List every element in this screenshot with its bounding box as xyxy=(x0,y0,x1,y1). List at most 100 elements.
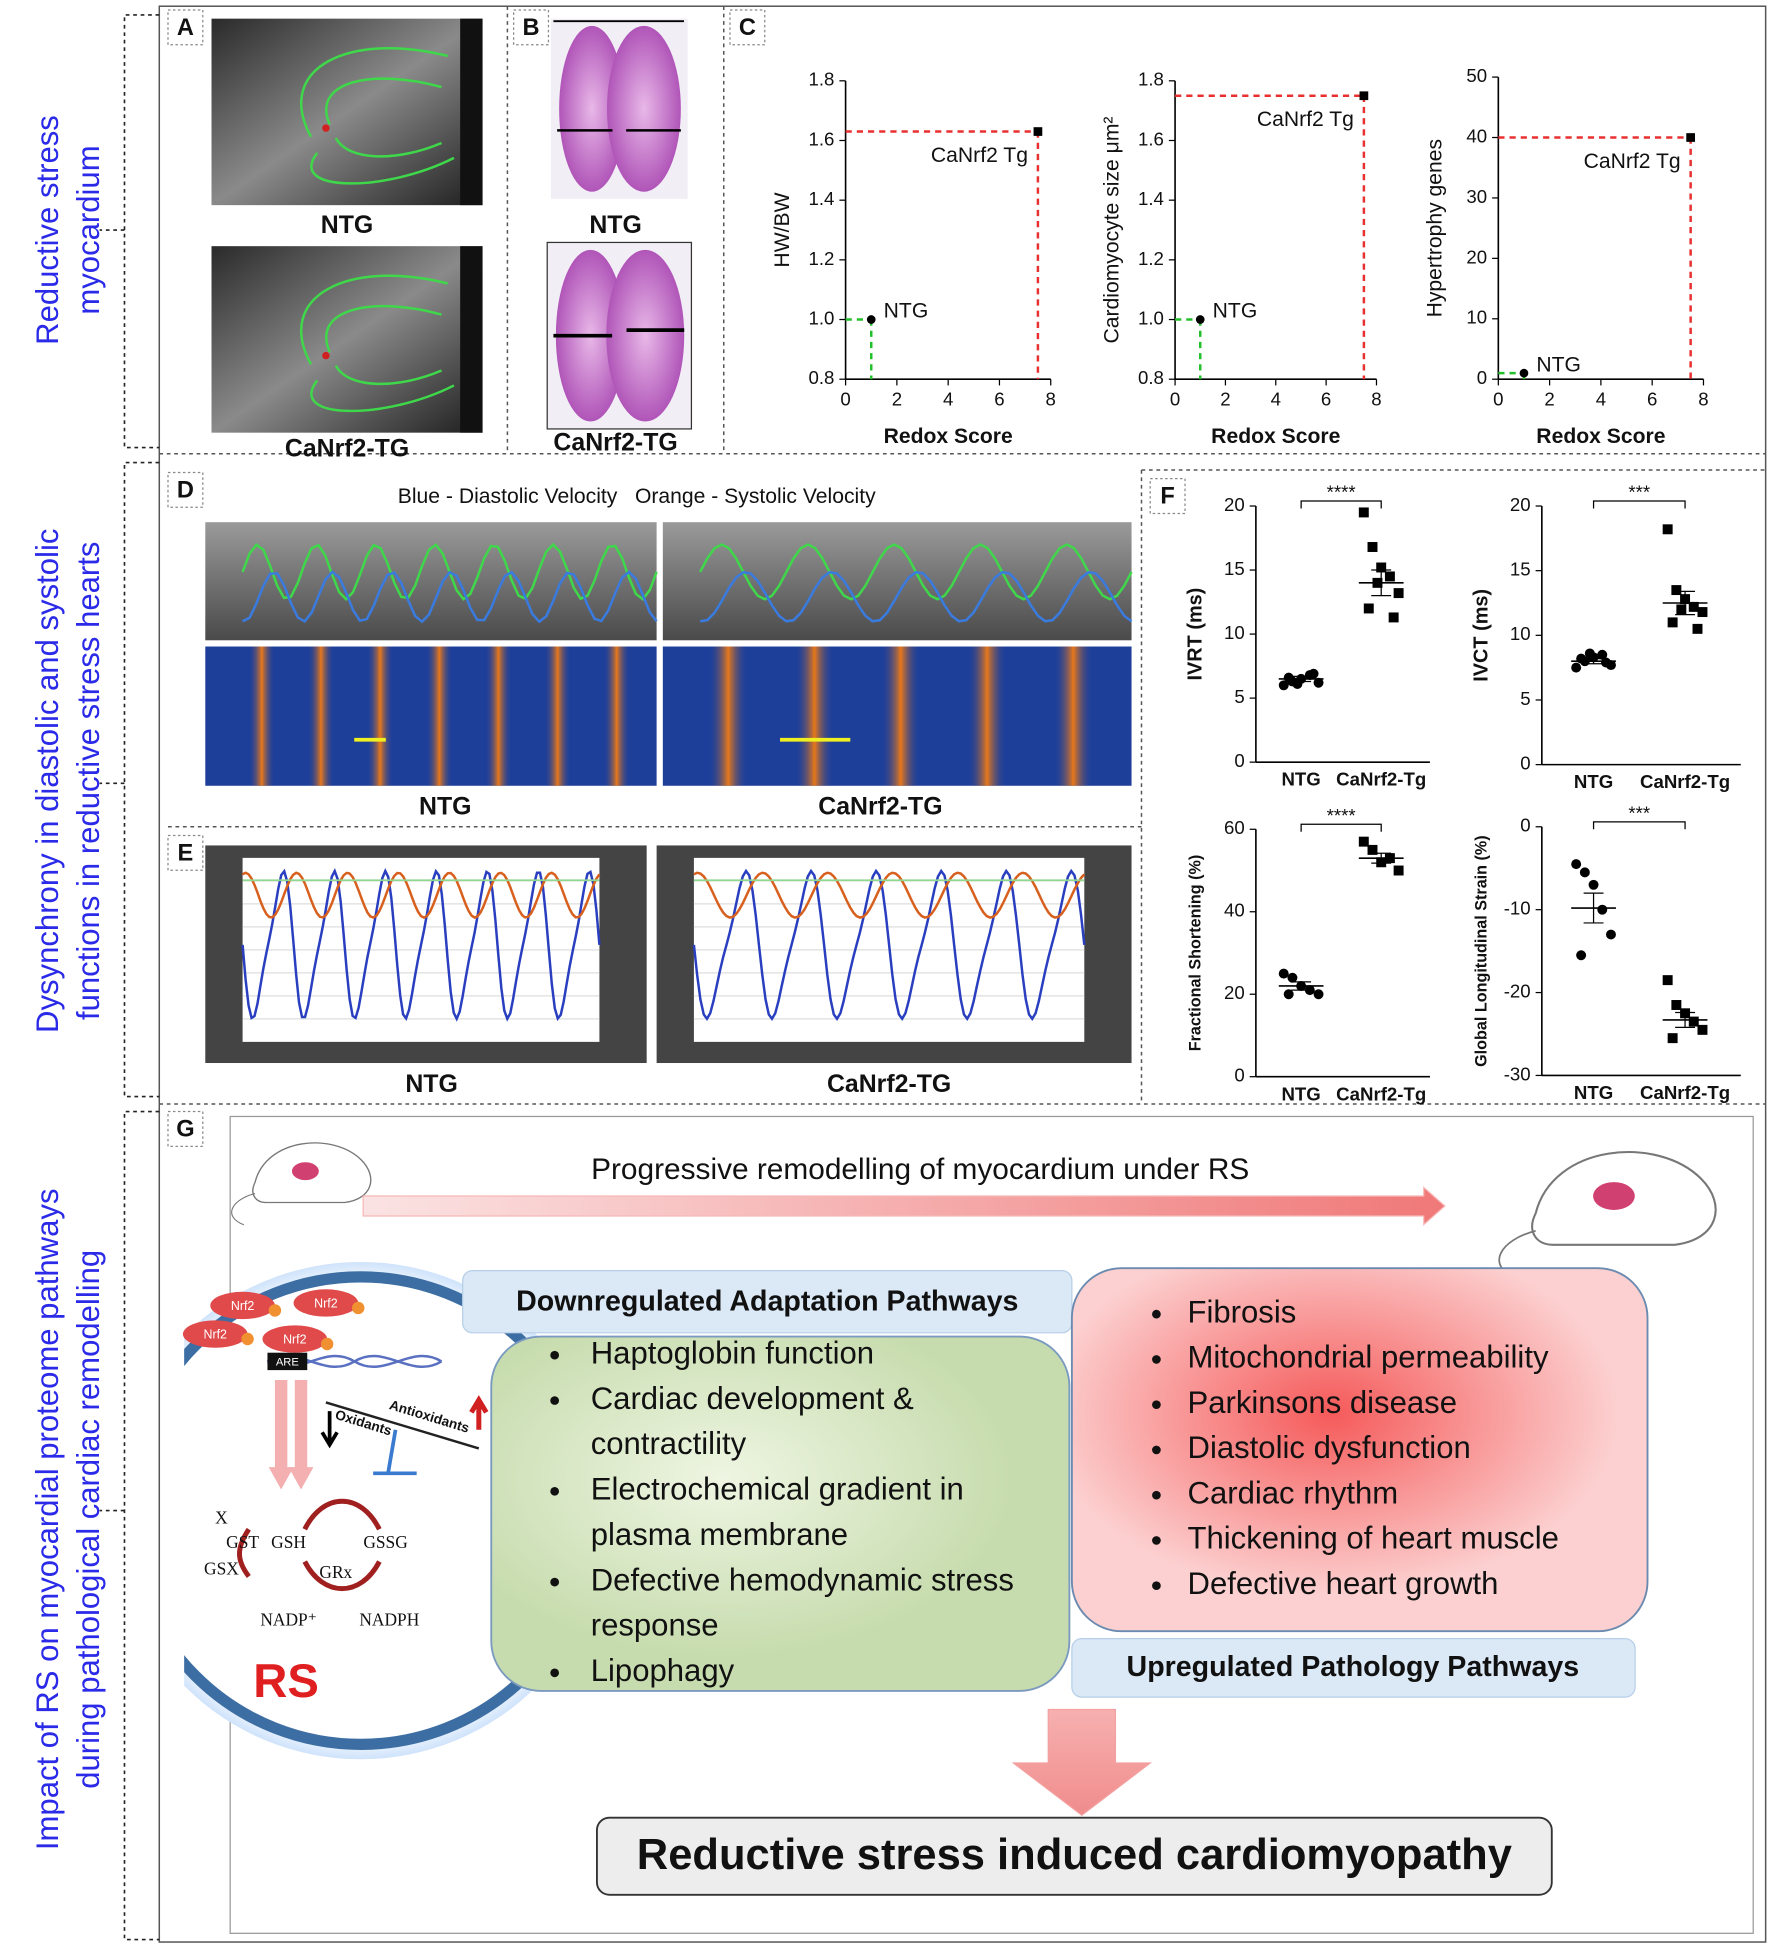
velocity-stripe xyxy=(967,646,1007,786)
point xyxy=(1571,662,1582,673)
volume-image xyxy=(656,845,1132,1064)
echo-scale xyxy=(460,246,483,433)
y-tick-label: 5 xyxy=(1520,688,1530,709)
x-tick-label: 8 xyxy=(1698,388,1708,409)
pathway-item: Cardiac rhythm xyxy=(1187,1475,1398,1510)
x-tick-label: 0 xyxy=(840,388,850,409)
y-tick-label: 20 xyxy=(1224,982,1245,1003)
significance: *** xyxy=(1628,802,1650,823)
x-tick-label: NTG xyxy=(1574,1082,1613,1103)
bracket xyxy=(99,461,160,1098)
y-tick-label: -20 xyxy=(1504,980,1531,1001)
point xyxy=(1308,668,1319,679)
point xyxy=(1313,677,1324,688)
y-axis-label: HW/BW xyxy=(771,192,794,267)
down-title: Downregulated Adaptation Pathways xyxy=(516,1286,1018,1318)
y-tick-label: 0 xyxy=(1520,753,1530,774)
y-tick-label: 5 xyxy=(1234,686,1244,707)
mouse-heart xyxy=(291,1162,319,1181)
significance: *** xyxy=(1628,482,1650,503)
pathway-item: Thickening of heart muscle xyxy=(1187,1521,1558,1556)
caption: NTG xyxy=(589,211,641,239)
velocity-image xyxy=(205,522,658,786)
y-tick-label: 60 xyxy=(1224,817,1245,838)
legend-text: Blue - Diastolic Velocity Orange - Systo… xyxy=(398,485,876,508)
error-bar xyxy=(1371,569,1392,597)
point xyxy=(866,315,876,324)
y-tick-label: 0.8 xyxy=(808,367,834,388)
panel-letter: B xyxy=(523,15,540,41)
x-tick-label: 6 xyxy=(1321,388,1331,409)
point xyxy=(1597,904,1608,915)
side-label: functions in reductive stress hearts xyxy=(71,542,106,1020)
caption: CaNrf2-TG xyxy=(285,435,409,463)
point xyxy=(1601,657,1611,668)
x-tick-label: CaNrf2-Tg xyxy=(1336,1083,1426,1104)
point xyxy=(1579,867,1590,878)
point-label: NTG xyxy=(1536,353,1581,376)
error-bar xyxy=(1583,892,1604,924)
bullet xyxy=(1152,1581,1161,1591)
mouse xyxy=(1498,1151,1717,1281)
y-axis-label: Cardiomyocyte size μm² xyxy=(1100,117,1123,344)
y-tick-label: 0 xyxy=(1234,750,1244,771)
y-axis-label: Fractional Shortening (%) xyxy=(1186,855,1204,1052)
point xyxy=(1363,603,1374,614)
significance: **** xyxy=(1327,805,1356,826)
y-tick-label: 1.6 xyxy=(1138,128,1164,149)
mouse-tail xyxy=(231,1193,256,1226)
y-tick-label: -30 xyxy=(1504,1063,1531,1084)
x-tick-label: 4 xyxy=(943,388,953,409)
are-label: ARE xyxy=(276,1357,299,1369)
velocity-stripe xyxy=(1053,646,1093,786)
panel-letter: D xyxy=(177,477,194,503)
pathway-item: Diastolic dysfunction xyxy=(1187,1430,1470,1465)
point xyxy=(1688,601,1699,612)
velocity-stripe xyxy=(366,646,394,786)
y-tick-label: 1.4 xyxy=(808,188,834,209)
error-bar xyxy=(1583,657,1604,665)
pathway-item: contractility xyxy=(591,1426,747,1461)
side-label: Dysynchrony in diastolic and systolic xyxy=(30,529,65,1033)
nrf2-protein xyxy=(293,1289,359,1317)
y-tick-label: 40 xyxy=(1466,125,1487,146)
letter-box xyxy=(167,1110,204,1147)
y-tick-label: 10 xyxy=(1510,623,1531,644)
echo-bg xyxy=(211,246,483,433)
error-bar xyxy=(1291,981,1312,991)
velocity-stripe xyxy=(544,646,571,786)
panel-letter: E xyxy=(178,840,194,866)
y-axis-label: Hypertrophy genes xyxy=(1424,139,1447,317)
y-tick-label: 1.6 xyxy=(808,128,834,149)
volume-trace xyxy=(242,871,601,919)
significance-bracket xyxy=(1592,500,1686,509)
bullet xyxy=(550,1396,560,1405)
significance: **** xyxy=(1327,482,1356,503)
point xyxy=(1278,968,1289,979)
caption: NTG xyxy=(419,793,471,821)
y-tick-label: 1.0 xyxy=(808,307,834,328)
velocity-trace xyxy=(242,570,658,624)
y-tick-label: 1.2 xyxy=(1138,248,1164,269)
significance-bracket xyxy=(1300,500,1382,509)
significance-bracket xyxy=(1592,821,1686,830)
pathway-item: Mitochondrial permeability xyxy=(1187,1340,1548,1375)
point xyxy=(1033,127,1043,136)
point xyxy=(1597,649,1608,660)
velocity-stripe xyxy=(425,646,453,786)
point xyxy=(1671,1000,1682,1010)
point xyxy=(1278,680,1289,691)
point xyxy=(1393,865,1404,876)
side-label: myocardium xyxy=(71,145,106,314)
point-label: CaNrf2 Tg xyxy=(1584,150,1681,173)
cycle-label: NADPH xyxy=(359,1609,419,1629)
point xyxy=(1283,989,1294,1000)
x-tick-label: 4 xyxy=(1596,388,1606,409)
echo-trace xyxy=(299,274,455,413)
bracket xyxy=(99,14,160,449)
x-axis-label: Redox Score xyxy=(884,425,1013,448)
velocity-stripe xyxy=(603,646,630,786)
velocity-image xyxy=(662,522,1133,786)
frames xyxy=(158,5,1767,1943)
nrf2-label: Nrf2 xyxy=(314,1296,338,1310)
